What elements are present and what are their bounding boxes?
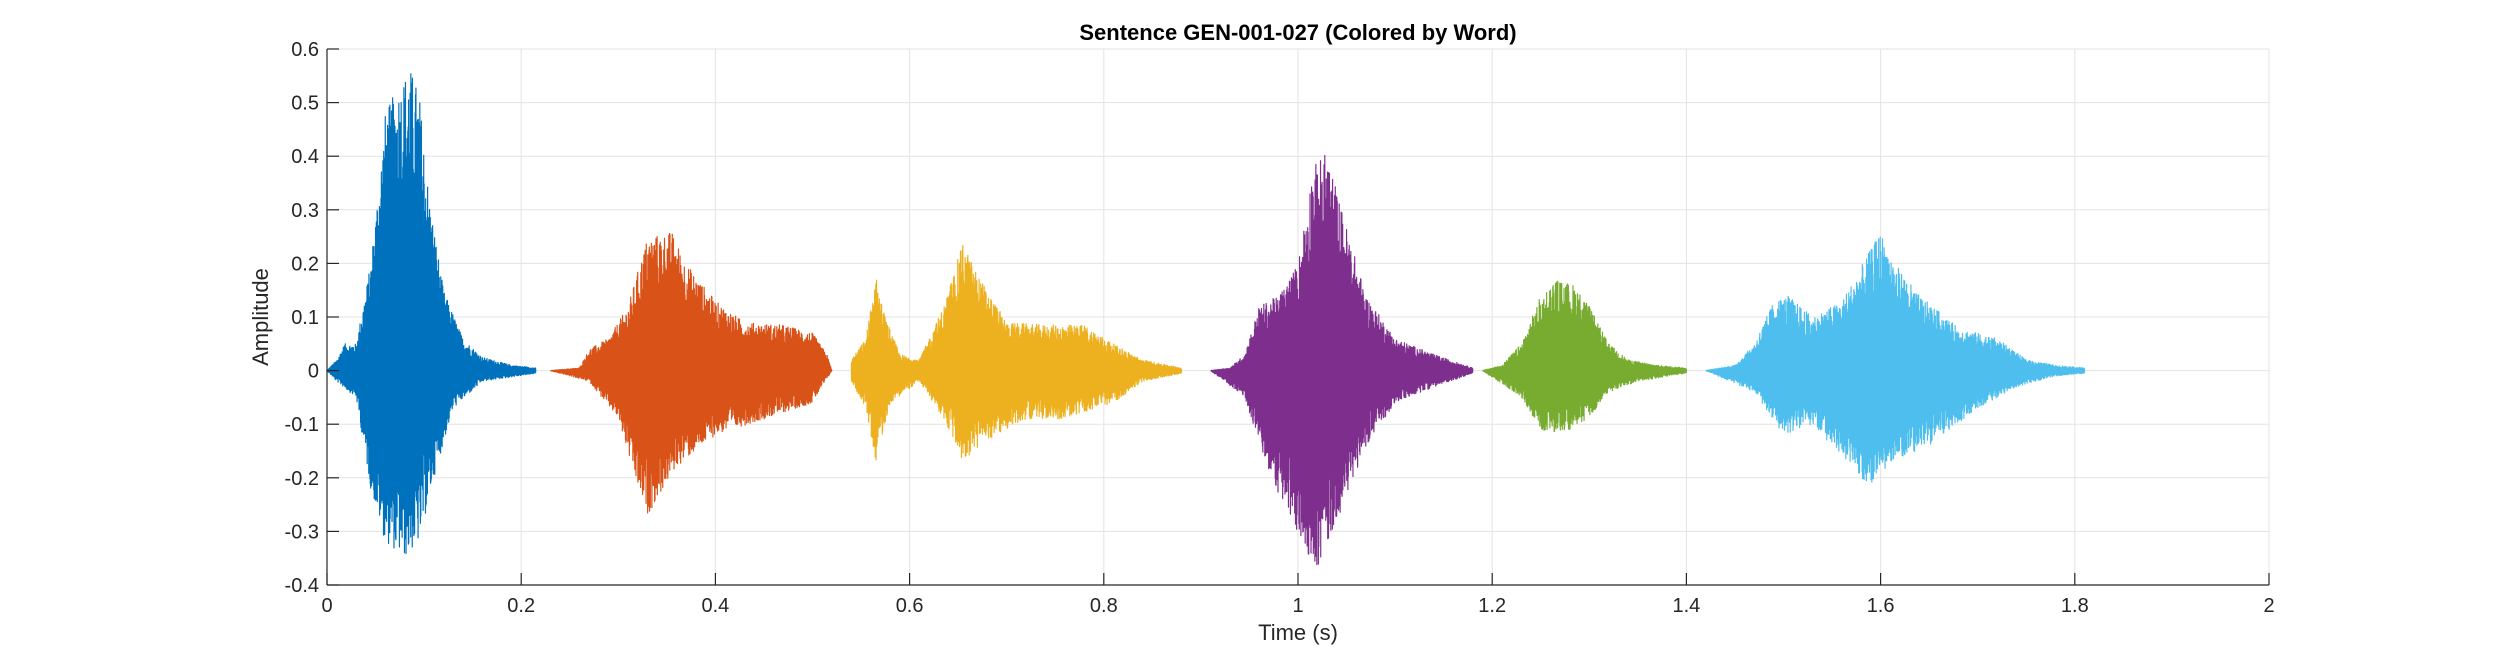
y-tick-label: 0.1 [291, 307, 319, 329]
axes [326, 48, 2270, 586]
word-waveform-5 [1482, 280, 1687, 432]
x-tick-label: 0.8 [1090, 595, 1118, 617]
word-waveform-1 [326, 73, 537, 555]
y-tick-label: -0.2 [285, 468, 319, 490]
tick-labels: 0 0.2 0.4 0.6 0.8 1 1.2 1.4 1.6 1.8 2 -0.4 -0.3 -0.2 -… [285, 39, 2275, 617]
y-axis-label: Amplitude [248, 268, 273, 366]
y-tick-label: 0.6 [291, 39, 319, 61]
y-tick-label: 0.2 [291, 253, 319, 275]
x-tick-label: 1.8 [2061, 595, 2089, 617]
y-tick-label: -0.4 [285, 575, 319, 597]
x-tick-label: 0.6 [896, 595, 924, 617]
x-tick-label: 1.2 [1478, 595, 1506, 617]
y-tick-label: -0.1 [285, 414, 319, 436]
series-layer [326, 73, 2086, 566]
x-tick-label: 1.6 [1867, 595, 1895, 617]
chart-title: Sentence GEN-001-027 (Colored by Word) [1079, 20, 1516, 45]
x-axis-label: Time (s) [1258, 620, 1338, 645]
x-tick-label: 0.2 [507, 595, 535, 617]
x-tick-label: 0.4 [701, 595, 729, 617]
y-tick-label: 0.5 [291, 93, 319, 115]
x-tick-label: 1.4 [1672, 595, 1700, 617]
word-waveform-2 [549, 232, 833, 514]
y-tick-label: 0 [308, 361, 319, 383]
y-tick-label: -0.3 [285, 521, 319, 543]
x-tick-label: 0 [321, 595, 332, 617]
word-waveform-3 [850, 244, 1183, 461]
word-waveform-4 [1210, 154, 1474, 566]
y-tick-label: 0.3 [291, 200, 319, 222]
x-tick-label: 2 [2263, 595, 2274, 617]
x-tick-label: 1 [1292, 595, 1303, 617]
y-tick-label: 0.4 [291, 146, 319, 168]
word-waveform-6 [1705, 236, 2086, 483]
